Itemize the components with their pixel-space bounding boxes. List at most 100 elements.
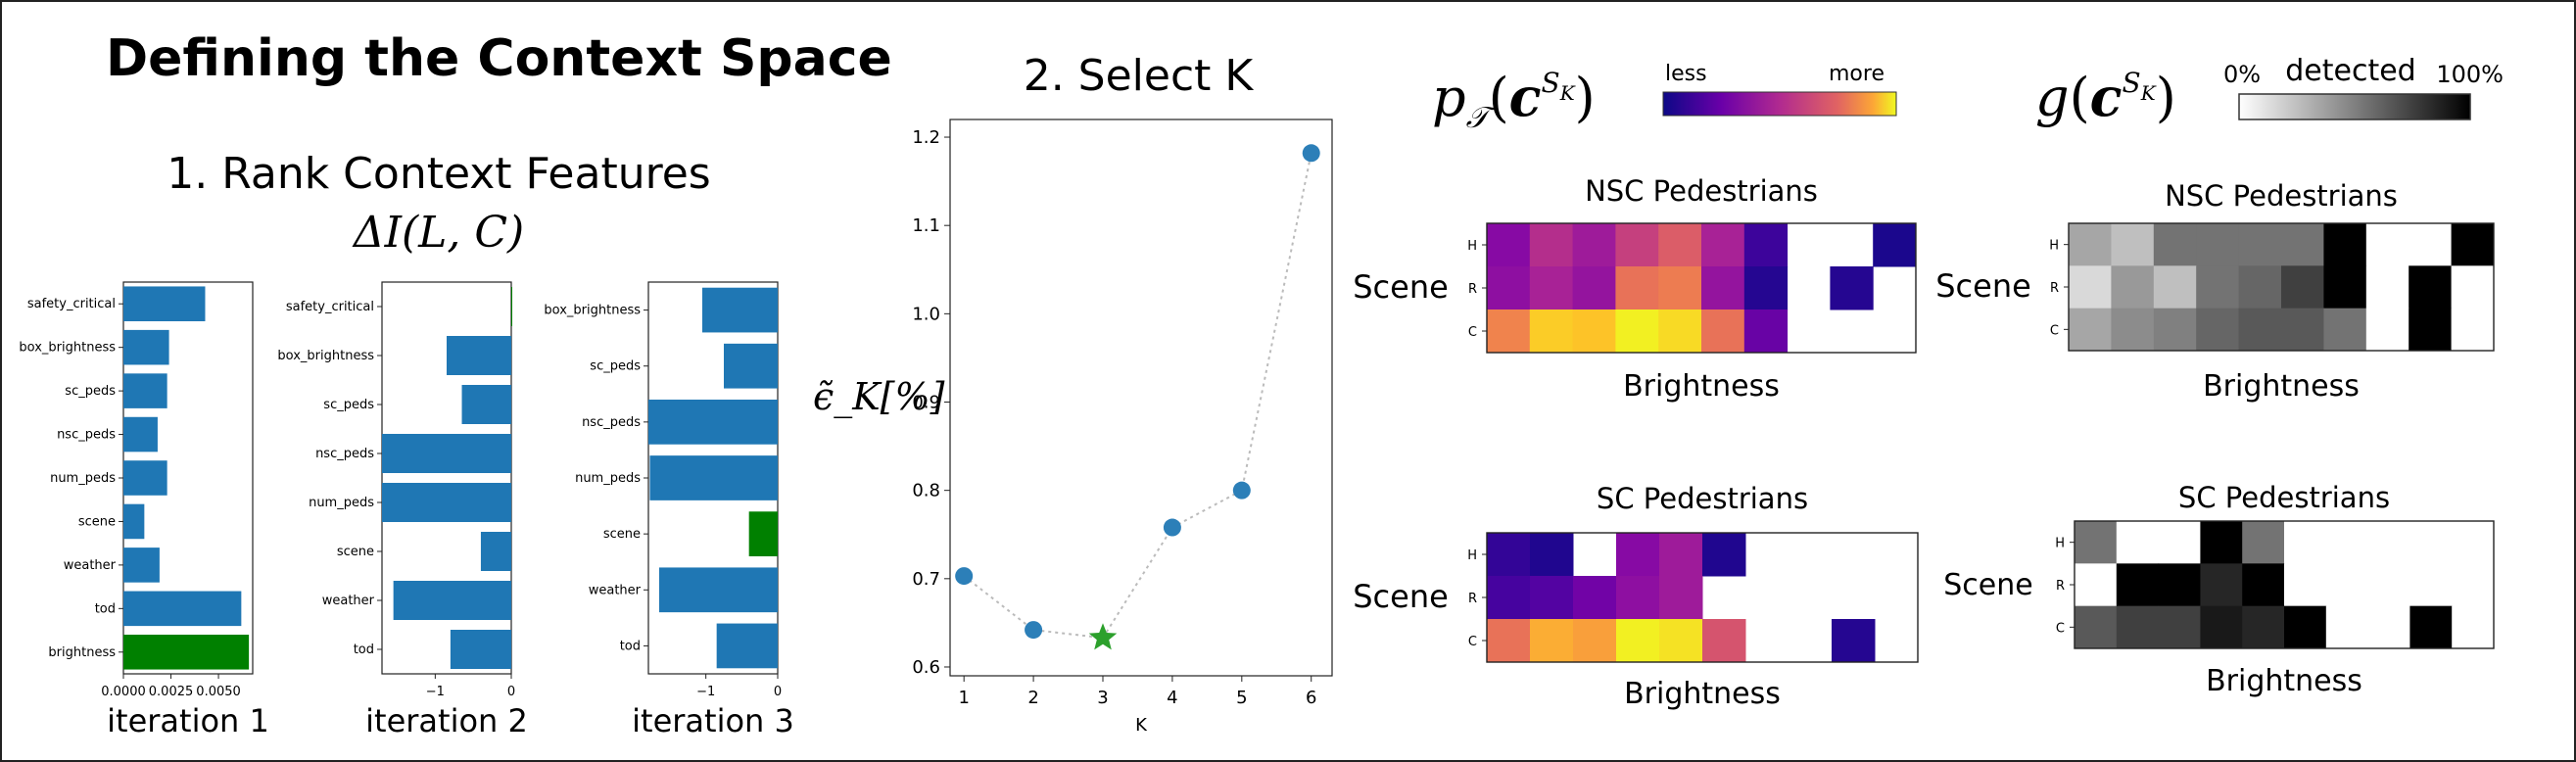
- bar-scene: [748, 511, 778, 556]
- ytick-label-box_brightness: box_brightness: [544, 304, 641, 318]
- heat-cell: [2323, 308, 2367, 352]
- heat-cell: [2069, 265, 2112, 310]
- heatmap-title: SC Pedestrians: [2178, 481, 2390, 514]
- heat-cell: [1659, 619, 1703, 663]
- select-k-chart: 0.6 0.7 0.8 0.9 1.0 1.1 1.2 1 2 3 4 5 6 Kϵ̃_K[%]: [813, 119, 1333, 736]
- data-point-k2: [1025, 621, 1043, 640]
- xtick-label: 4: [1167, 688, 1177, 708]
- heat-cell: [1743, 266, 1789, 310]
- ytick-label-box_brightness: box_brightness: [19, 341, 116, 356]
- heat-cell: [1529, 223, 1574, 267]
- ytick-label: 1.1: [912, 215, 940, 236]
- row-label-H: H: [2055, 537, 2065, 551]
- heat-cell: [1572, 310, 1616, 354]
- heatmap-ylabel: Scene: [1353, 578, 1449, 615]
- data-point-k6: [1302, 144, 1320, 163]
- heat-cell: [2365, 223, 2409, 266]
- heat-cell: [2451, 265, 2495, 310]
- bar-nsc_peds: [123, 416, 158, 452]
- heat-cell: [2409, 265, 2453, 310]
- heat-cell: [2242, 521, 2285, 564]
- heat-cell: [2116, 605, 2160, 649]
- heat-cell: [2284, 605, 2327, 649]
- heat-cell: [2284, 521, 2327, 564]
- heat-cell: [2158, 605, 2201, 649]
- heat-cell: [2452, 605, 2495, 649]
- heat-cell: [1616, 619, 1660, 663]
- ytick-label-brightness: brightness: [48, 645, 116, 660]
- heat-cell: [2367, 563, 2410, 607]
- xtick-label: 2: [1027, 688, 1038, 708]
- heat-cell: [1487, 223, 1531, 267]
- xtick-label: −1: [426, 685, 445, 699]
- heat-cell: [2242, 563, 2285, 607]
- heatmap-1: H R C NSC Pedestrians Brightness Scene: [1353, 174, 1917, 404]
- heat-cell: [1529, 266, 1574, 310]
- ytick-label: 0.8: [912, 481, 940, 501]
- heatmap-3: H R C SC Pedestrians Brightness Scene: [1353, 482, 1919, 711]
- bar-chart-iteration-1: safety_critical box_brightness sc_peds nsc_…: [19, 281, 269, 739]
- plasma-formula: p𝒯(cSK): [1432, 66, 1596, 135]
- heat-cell: [1832, 619, 1876, 663]
- heat-cell: [2323, 265, 2367, 310]
- xtick-label: 3: [1097, 688, 1108, 708]
- heat-cell: [2242, 605, 2285, 649]
- bar-num_peds: [123, 460, 167, 496]
- heatmap-2: H R C NSC Pedestrians Brightness Scene: [1935, 179, 2495, 404]
- row-label-C: C: [2056, 621, 2065, 636]
- bar-box_brightness: [123, 329, 169, 365]
- heat-cell: [1743, 223, 1789, 267]
- ytick-label-num_peds: num_peds: [50, 471, 116, 486]
- heat-cell: [2325, 605, 2369, 649]
- ytick-label-scene: scene: [78, 514, 116, 529]
- heat-cell: [2196, 308, 2240, 352]
- heat-cell: [2200, 605, 2243, 649]
- bar-sc_peds: [461, 385, 511, 424]
- plasma-legend: p𝒯(cSK) less more: [1432, 62, 1897, 135]
- ytick-label-safety_critical: safety_critical: [286, 300, 374, 314]
- selected-k-star: [1088, 623, 1118, 650]
- heat-cell: [1487, 619, 1531, 663]
- heat-cell: [2284, 563, 2327, 607]
- heatmap-4: H R C SC Pedestrians Brightness Scene: [1943, 481, 2495, 698]
- heat-cell: [2451, 308, 2495, 352]
- xtick-label: 0.0050: [196, 685, 241, 699]
- bar-weather: [659, 567, 778, 613]
- heat-cell: [1702, 533, 1746, 577]
- ytick-label-tod: tod: [620, 639, 641, 653]
- bar-nsc_peds: [382, 434, 511, 473]
- bar-safety_critical: [123, 286, 206, 321]
- heat-cell: [2196, 265, 2240, 310]
- heat-cell: [2158, 563, 2201, 607]
- heat-cell: [2111, 223, 2155, 266]
- bar-weather: [123, 548, 160, 583]
- heatmap-title: SC Pedestrians: [1597, 482, 1808, 515]
- heat-cell: [1659, 576, 1703, 620]
- ytick-label-tod: tod: [95, 601, 116, 616]
- heat-cell: [2409, 605, 2453, 649]
- heat-cell: [1701, 223, 1745, 267]
- bar-scene: [480, 532, 511, 571]
- heat-cell: [1572, 223, 1616, 267]
- ytick-label: 1.2: [912, 127, 940, 148]
- plot-frame: [381, 281, 512, 675]
- heat-cell: [1487, 266, 1531, 310]
- iteration-label: iteration 1: [107, 702, 269, 739]
- heat-cell: [2281, 308, 2324, 352]
- heat-cell: [1615, 223, 1659, 267]
- heat-cell: [1487, 576, 1531, 620]
- heat-cell: [2409, 563, 2453, 607]
- heat-cell: [1573, 619, 1617, 663]
- heat-cell: [2323, 223, 2367, 266]
- heat-cell: [2367, 605, 2410, 649]
- heat-cell: [2111, 265, 2155, 310]
- heatmap-xlabel: Brightness: [1623, 369, 1780, 404]
- heat-cell: [2238, 265, 2282, 310]
- bar-weather: [393, 581, 511, 620]
- heat-cell: [2075, 563, 2118, 607]
- ytick-label-sc_peds: sc_peds: [323, 398, 374, 412]
- heat-cell: [2281, 265, 2324, 310]
- plot-frame: [949, 119, 1333, 677]
- ytick-label-weather: weather: [322, 594, 375, 608]
